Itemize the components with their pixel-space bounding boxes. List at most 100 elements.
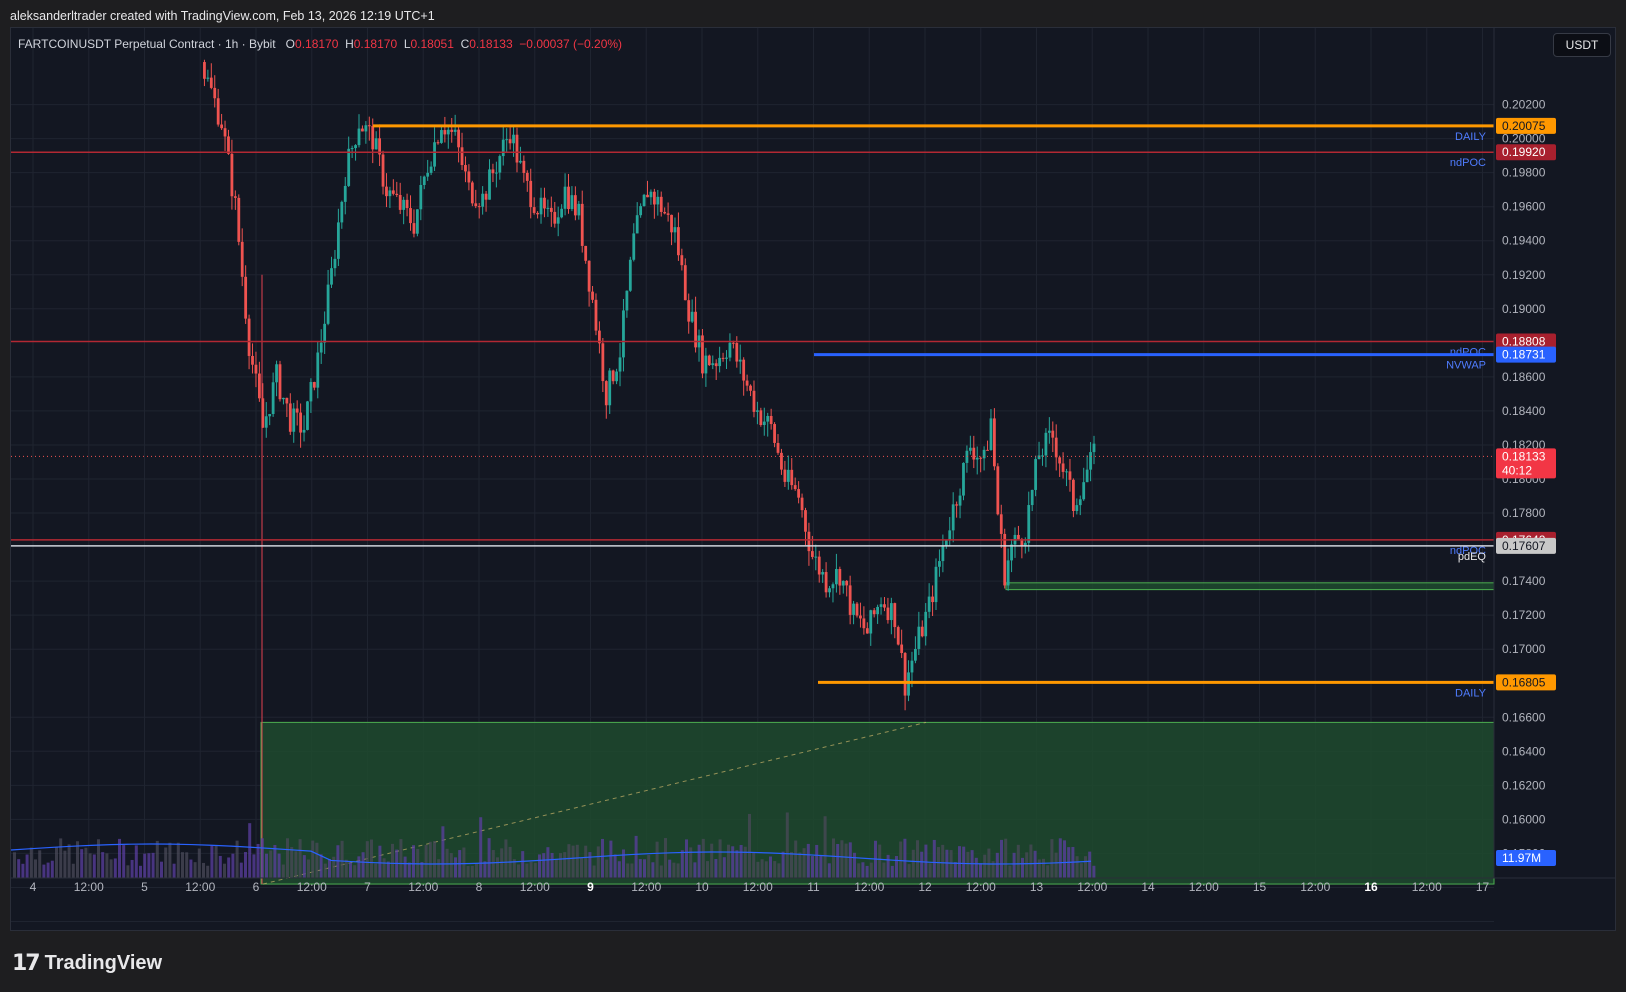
candle-body (924, 611, 928, 637)
candle-body (364, 125, 368, 132)
volume-bar (710, 843, 714, 878)
candle-body (488, 169, 491, 200)
volume-bar (17, 859, 21, 878)
candle-body (714, 363, 718, 367)
candle-body (917, 626, 921, 649)
volume-bar (118, 838, 121, 878)
price-tick-label: 0.17000 (1502, 642, 1546, 656)
candle-body (1020, 539, 1024, 546)
volume-bar (626, 863, 630, 878)
candle-body (900, 644, 904, 654)
candle-body (1051, 430, 1055, 438)
volume-bar (517, 864, 520, 878)
volume-bar (1016, 844, 1020, 878)
volume-bar (210, 845, 214, 878)
candle-body (759, 410, 763, 426)
price-label-box (1496, 144, 1556, 161)
candle-body (944, 540, 948, 547)
candle-body (567, 186, 570, 210)
candle-body (701, 335, 704, 374)
candle-body (1075, 505, 1079, 512)
volume-bar (601, 838, 604, 878)
candle-body (859, 615, 862, 619)
candle-body (670, 214, 673, 233)
volume-bar (1008, 865, 1012, 878)
candle-body (264, 416, 268, 428)
volume-bar (924, 844, 928, 878)
change-value: −0.00037 (−0.20%) (519, 37, 623, 51)
candle-body (721, 357, 725, 359)
symbol-legend[interactable]: FARTCOINUSDT Perpetual Contract · 1h · B… (18, 37, 622, 51)
volume-bar (861, 862, 865, 878)
symbol-title[interactable]: FARTCOINUSDT Perpetual Contract · 1h · B… (18, 37, 276, 51)
time-tick-label: 14 (1141, 880, 1155, 894)
level-tag-daily: DAILY (1455, 687, 1487, 699)
time-tick-label: 12:00 (1189, 880, 1219, 894)
volume-bar (500, 848, 504, 878)
candle-body (756, 410, 759, 412)
demand-zone (1005, 582, 1495, 591)
volume-bar (244, 852, 247, 878)
volume-bar (1046, 865, 1050, 878)
volume-bar (143, 853, 147, 878)
volume-bar (407, 862, 411, 878)
price-tick-label: 0.16400 (1502, 744, 1546, 758)
candle-body (862, 618, 866, 629)
tradingview-logo[interactable]: 17 TradingView (12, 951, 162, 976)
volume-bar (781, 851, 785, 878)
candle-body (1047, 430, 1051, 433)
volume-bar (823, 816, 827, 878)
level-tag-nvwap: NVWAP (1446, 360, 1486, 372)
volume-bar (483, 861, 487, 878)
volume-bar (433, 841, 436, 878)
price-tick-label: 0.16200 (1502, 778, 1546, 792)
time-tick-label: 12 (918, 880, 932, 894)
chart-frame[interactable]: DAILY ndPOC ndPOC NVWAP ndPOC pdEQ DAILY 0.2020… (10, 27, 1616, 931)
volume-bar (344, 859, 348, 878)
candle-body (1010, 544, 1013, 561)
candle-body (608, 370, 612, 406)
volume-bar (827, 863, 831, 878)
time-tick-label: 9 (587, 880, 594, 894)
candle-body (474, 203, 478, 207)
volume-bar (386, 861, 390, 878)
candle-body (343, 185, 347, 202)
candle-body (896, 627, 900, 645)
candle-body (776, 442, 780, 453)
candle-body (436, 142, 440, 144)
time-tick-label: 12:00 (185, 880, 215, 894)
candle-body (821, 572, 825, 575)
volume-bar (869, 862, 873, 878)
currency-selector[interactable]: USDT (1553, 33, 1611, 57)
volume-bar (391, 843, 394, 878)
volume-bar (895, 856, 898, 878)
candle-body (869, 610, 873, 634)
candle-body (914, 648, 917, 661)
candle-body (374, 138, 378, 150)
candle-body (996, 466, 1000, 515)
candle-body (275, 364, 278, 383)
volume-bar (382, 858, 386, 878)
candle-body (532, 207, 536, 213)
volume-bar (428, 841, 432, 878)
volume-bar (714, 859, 718, 878)
candle-body (285, 397, 289, 404)
volume-label-text: 11.97M (1502, 851, 1541, 865)
volume-bar (643, 859, 646, 878)
candle-body (209, 77, 213, 88)
candle-body (494, 172, 498, 174)
candle-body (663, 211, 667, 214)
volume-bar (853, 852, 856, 878)
volume-bar (319, 854, 323, 878)
candle-body (731, 342, 735, 344)
volume-bar (706, 861, 709, 878)
volume-bar (773, 861, 777, 878)
volume-bar (836, 843, 840, 878)
volume-bar (525, 863, 529, 878)
price-chart[interactable]: DAILYndPOCndPOCNVWAPndPOCpdEQDAILY0.2020… (11, 28, 1615, 930)
candle-body (433, 142, 436, 167)
volume-bar (882, 862, 886, 878)
candle-body (807, 531, 811, 552)
volume-bar (655, 841, 659, 878)
volume-bar (307, 859, 310, 878)
